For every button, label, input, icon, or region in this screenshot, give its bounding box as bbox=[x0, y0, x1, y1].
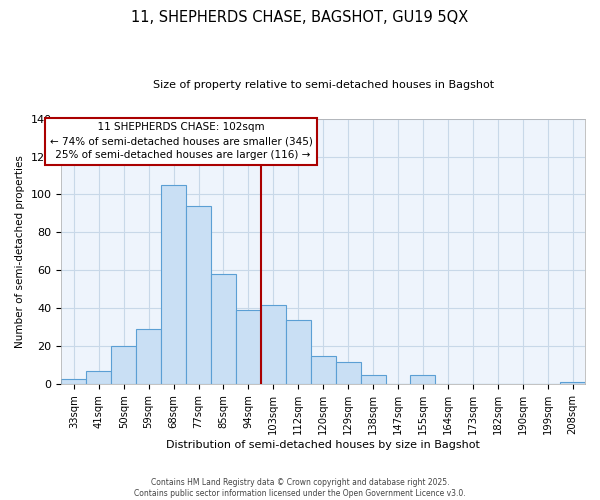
Bar bbox=[161, 185, 186, 384]
Text: Contains HM Land Registry data © Crown copyright and database right 2025.
Contai: Contains HM Land Registry data © Crown c… bbox=[134, 478, 466, 498]
Bar bbox=[61, 378, 86, 384]
Bar bbox=[211, 274, 236, 384]
Text: 11 SHEPHERDS CHASE: 102sqm  
← 74% of semi-detached houses are smaller (345)
 25: 11 SHEPHERDS CHASE: 102sqm ← 74% of semi… bbox=[50, 122, 313, 160]
Bar bbox=[86, 371, 111, 384]
Y-axis label: Number of semi-detached properties: Number of semi-detached properties bbox=[15, 155, 25, 348]
Bar bbox=[410, 375, 436, 384]
Bar bbox=[111, 346, 136, 385]
Bar bbox=[186, 206, 211, 384]
X-axis label: Distribution of semi-detached houses by size in Bagshot: Distribution of semi-detached houses by … bbox=[166, 440, 480, 450]
Bar bbox=[560, 382, 585, 384]
Bar bbox=[286, 320, 311, 384]
Bar bbox=[361, 375, 386, 384]
Bar bbox=[236, 310, 261, 384]
Bar bbox=[335, 362, 361, 384]
Text: 11, SHEPHERDS CHASE, BAGSHOT, GU19 5QX: 11, SHEPHERDS CHASE, BAGSHOT, GU19 5QX bbox=[131, 10, 469, 25]
Bar bbox=[136, 330, 161, 384]
Bar bbox=[311, 356, 335, 384]
Title: Size of property relative to semi-detached houses in Bagshot: Size of property relative to semi-detach… bbox=[152, 80, 494, 90]
Bar bbox=[261, 304, 286, 384]
